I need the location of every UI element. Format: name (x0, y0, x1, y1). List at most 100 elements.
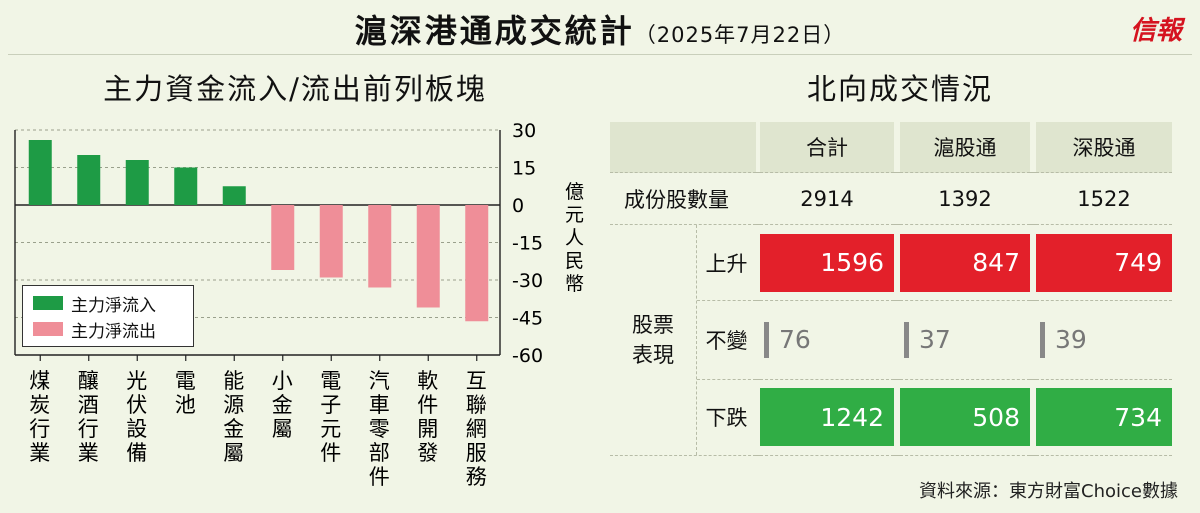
chart-title: 主力資金流入/流出前列板塊 (103, 72, 487, 106)
x-tick-label-char: 小 (272, 369, 293, 393)
cell-gap (894, 172, 900, 225)
cell-gap (1030, 172, 1036, 225)
title-date: （2025年7月22日） (634, 23, 846, 47)
cell-down-sh: 508 (900, 379, 1030, 457)
header-gap (1030, 122, 1036, 173)
x-tick-label-char: 零 (369, 417, 390, 441)
cell-gap (1030, 379, 1036, 457)
sector-flow-chart: 30150-15-30-45-60億元人民幣煤炭行業釀酒行業光伏設備電池能源金屬… (14, 120, 584, 489)
flat-sh-value: 37 (919, 325, 951, 355)
y-tick-label: -45 (512, 308, 543, 330)
x-tick-label-char: 行 (29, 417, 50, 441)
page-title: 滬深港通成交統計（2025年7月22日） (0, 6, 1200, 52)
brand-logo: 信報 (1129, 16, 1182, 46)
x-tick-label-char: 光 (126, 369, 147, 393)
x-tick-label-char: 子 (320, 393, 341, 417)
x-tick-label-char: 釀 (78, 369, 99, 393)
bar (222, 186, 246, 205)
group-label-line2: 表現 (632, 343, 674, 367)
up-bar: 749 (1036, 233, 1172, 292)
table-row: 股票 表現 上升 不變 下跌 1596 847 749 (610, 224, 1172, 456)
x-tick-label-char: 服 (466, 441, 487, 465)
count-sh: 1392 (900, 172, 1030, 225)
source-note: 資料來源：東方財富Choice數據 (919, 481, 1178, 502)
chart-legend: 主力淨流入 主力淨流出 (22, 285, 194, 347)
flat-value: 39 (1036, 311, 1172, 369)
y-tick-label: 30 (512, 120, 536, 142)
header-blank (610, 122, 756, 173)
y-axis-unit-char: 億 (565, 181, 584, 203)
x-tick-label-char: 屬 (223, 441, 244, 465)
flat-marker (764, 321, 769, 358)
header-divider (8, 54, 1192, 55)
flat-marker (904, 321, 909, 358)
y-tick-label: 0 (512, 195, 524, 217)
cell-gap (1030, 224, 1036, 302)
row-label-flat: 不變 (697, 301, 756, 380)
cell-gap (756, 379, 760, 457)
table-row: 76 37 39 (610, 300, 1172, 380)
cell-gap (1030, 300, 1036, 380)
x-tick-label-char: 車 (369, 393, 390, 417)
cell-gap (894, 300, 900, 380)
x-tick-label-char: 汽 (369, 369, 390, 393)
cell-flat-sh: 37 (900, 300, 1030, 380)
cell-gap (756, 172, 760, 225)
cell-down-sz: 734 (1036, 379, 1172, 457)
flat-sz-value: 39 (1055, 325, 1087, 355)
legend-item-inflow: 主力淨流入 (33, 291, 156, 316)
table-header-row: 合計 滬股通 深股通 (610, 122, 1172, 173)
cell-flat-sz: 39 (1036, 300, 1172, 380)
table-title: 北向成交情況 (806, 72, 993, 106)
northbound-table: 合計 滬股通 深股通 成份股數量 2914 1392 1522 股票 表現 上升… (610, 122, 1172, 457)
cell-gap (756, 224, 760, 302)
x-tick-label-char: 件 (320, 441, 341, 465)
flat-value: 76 (760, 311, 894, 369)
col-header-sz: 深股通 (1036, 122, 1172, 173)
cell-up-sh: 847 (900, 224, 1030, 302)
down-bar: 734 (1036, 388, 1172, 447)
x-tick-label-char: 炭 (29, 393, 50, 417)
x-tick-label-char: 件 (369, 465, 390, 489)
x-tick-label-char: 軟 (417, 369, 438, 393)
cell-up-sz: 749 (1036, 224, 1172, 302)
x-tick-label-char: 酒 (78, 393, 99, 417)
title-text: 滬深港通成交統計 (354, 12, 635, 50)
row-label-down: 下跌 (705, 406, 748, 431)
count-sz: 1522 (1036, 172, 1172, 225)
flat-marker (1040, 321, 1045, 358)
x-tick-label-char: 設 (126, 417, 147, 441)
legend-swatch-inflow (33, 296, 63, 310)
row-label-up: 上升 (697, 225, 756, 302)
x-tick-label-char: 件 (417, 393, 438, 417)
down-bar: 1242 (760, 388, 894, 447)
legend-item-outflow: 主力淨流出 (33, 317, 156, 342)
cell-gap (894, 224, 900, 302)
y-axis-unit-char: 元 (565, 204, 584, 226)
group-label-line1: 股票 (632, 313, 674, 337)
x-tick-label-char: 元 (320, 417, 341, 441)
x-tick-label-char: 能 (223, 369, 244, 393)
x-tick-label-char: 聯 (466, 393, 487, 417)
header-gap (894, 122, 900, 173)
group-cell: 股票 表現 上升 不變 下跌 (610, 224, 756, 456)
cell-gap (756, 300, 760, 380)
cell-flat-total: 76 (760, 300, 894, 380)
x-tick-label-char: 電 (175, 369, 196, 393)
x-tick-label-char: 煤 (29, 369, 50, 393)
count-total: 2914 (760, 172, 894, 225)
legend-swatch-outflow (33, 322, 63, 336)
flat-value: 37 (900, 311, 1030, 369)
bar (368, 205, 392, 288)
cell-up-total: 1596 (760, 224, 894, 302)
y-tick-label: -60 (512, 345, 543, 367)
x-tick-label-char: 發 (417, 441, 438, 465)
y-tick-label: -15 (512, 233, 543, 255)
x-tick-label-char: 開 (417, 417, 438, 441)
group-label: 股票 表現 (610, 225, 697, 455)
row-labels: 上升 不變 下跌 (697, 225, 756, 455)
x-tick-label-char: 金 (223, 417, 244, 441)
x-tick-label-char: 互 (466, 369, 487, 393)
bar (77, 155, 101, 205)
bar (125, 160, 149, 205)
